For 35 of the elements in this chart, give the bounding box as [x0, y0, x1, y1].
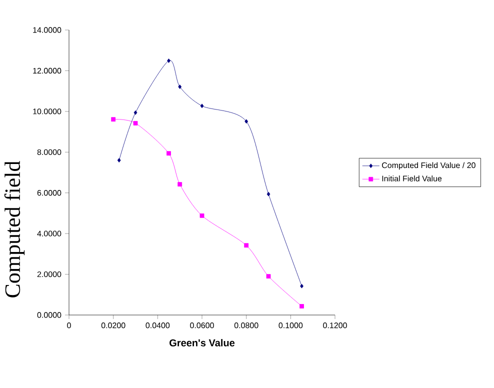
- point: [300, 304, 304, 308]
- x-tick-label: 0.0600: [190, 322, 214, 328]
- x-tick-label: 0.0800: [234, 322, 258, 328]
- y-tick-label: 4.0000: [37, 230, 62, 236]
- point: [200, 213, 204, 218]
- x-tick-label: 0.0400: [146, 322, 170, 328]
- y-tick-label: 14.0000: [33, 27, 62, 33]
- point: [266, 274, 271, 279]
- point: [111, 117, 116, 122]
- x-tick-label: 0.1000: [278, 322, 303, 328]
- y-tick-label: 0.0000: [37, 312, 62, 318]
- x-axis-title: Green's Value: [170, 339, 235, 346]
- point: [178, 84, 182, 89]
- legend-label: Computed Field Value / 20: [382, 162, 476, 170]
- point: [244, 119, 248, 124]
- point: [266, 192, 270, 196]
- point: [244, 243, 249, 248]
- y-tick-label: 6.0000: [37, 190, 62, 196]
- legend-label: Initial Field Value: [382, 175, 442, 182]
- point: [200, 104, 204, 108]
- point: [178, 182, 182, 187]
- y-tick-label: 8.0000: [37, 149, 62, 155]
- point: [300, 284, 304, 288]
- x-tick-label: 0.1200: [323, 322, 347, 328]
- y-tick-label: 12.0000: [33, 68, 62, 74]
- y-axis-title: Computed field: [4, 161, 25, 298]
- point: [133, 121, 138, 126]
- x-tick-label: 0.0200: [101, 322, 126, 328]
- x-tick-label: 0: [67, 322, 71, 328]
- y-tick-label: 2.0000: [37, 271, 62, 278]
- y-tick-label: 10.0000: [33, 108, 62, 114]
- point: [166, 151, 171, 156]
- point: [167, 58, 170, 63]
- point: [134, 110, 138, 115]
- point: [117, 158, 121, 162]
